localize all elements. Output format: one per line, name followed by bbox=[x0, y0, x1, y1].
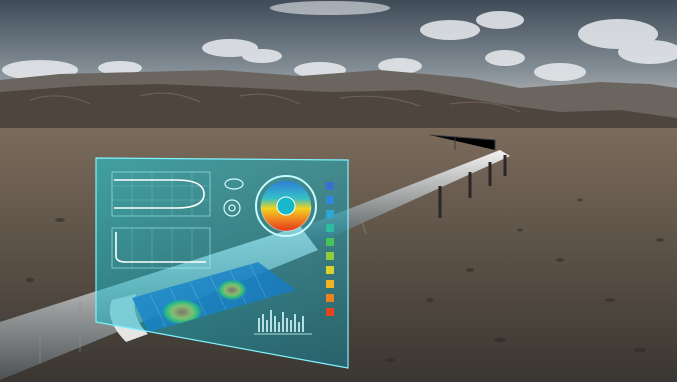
legend-swatch bbox=[326, 308, 334, 316]
pipeline-far-segment bbox=[300, 150, 510, 246]
legend-swatch bbox=[326, 224, 334, 232]
hologram-panel bbox=[95, 157, 349, 369]
legend-swatch bbox=[326, 252, 334, 260]
pipeline-supports bbox=[438, 155, 507, 218]
pipe-cross-section-dial bbox=[255, 175, 317, 237]
cloud-icon bbox=[224, 178, 244, 190]
pipeline-weld-lines bbox=[39, 214, 367, 364]
legend-swatch bbox=[326, 294, 334, 302]
gear-icon bbox=[223, 199, 241, 217]
legend-swatch bbox=[326, 280, 334, 288]
holo-line-graph-middle bbox=[111, 227, 211, 269]
ground-rocks bbox=[26, 198, 664, 362]
holo-bar-histogram bbox=[258, 310, 304, 332]
legend-swatch bbox=[326, 238, 334, 246]
holo-line-graph-top bbox=[111, 171, 211, 217]
pipeline-far-details bbox=[429, 134, 496, 150]
mountain-ridges bbox=[29, 92, 521, 113]
legend-swatch bbox=[326, 210, 334, 218]
color-legend bbox=[326, 182, 334, 316]
near-mountains bbox=[0, 84, 677, 140]
legend-swatch bbox=[326, 182, 334, 190]
legend-swatch bbox=[326, 196, 334, 204]
legend-swatch bbox=[326, 266, 334, 274]
